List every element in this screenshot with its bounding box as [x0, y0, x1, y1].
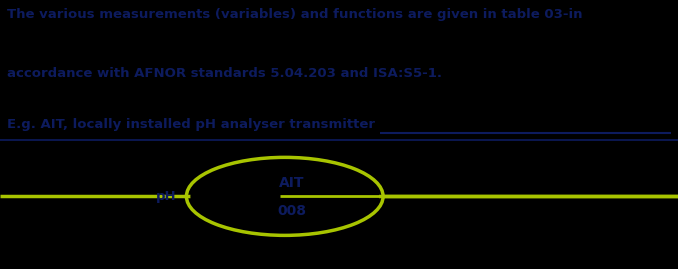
Text: 008: 008: [277, 204, 306, 218]
Text: AIT: AIT: [279, 176, 304, 190]
Text: pH: pH: [156, 190, 176, 203]
Text: accordance with AFNOR standards 5.04.203 and ISA:S5-1.: accordance with AFNOR standards 5.04.203…: [7, 67, 442, 80]
Text: The various measurements (variables) and functions are given in table 03-in: The various measurements (variables) and…: [7, 8, 582, 21]
Text: E.g. AIT, locally installed pH analyser transmitter: E.g. AIT, locally installed pH analyser …: [7, 118, 375, 131]
Circle shape: [191, 159, 379, 234]
